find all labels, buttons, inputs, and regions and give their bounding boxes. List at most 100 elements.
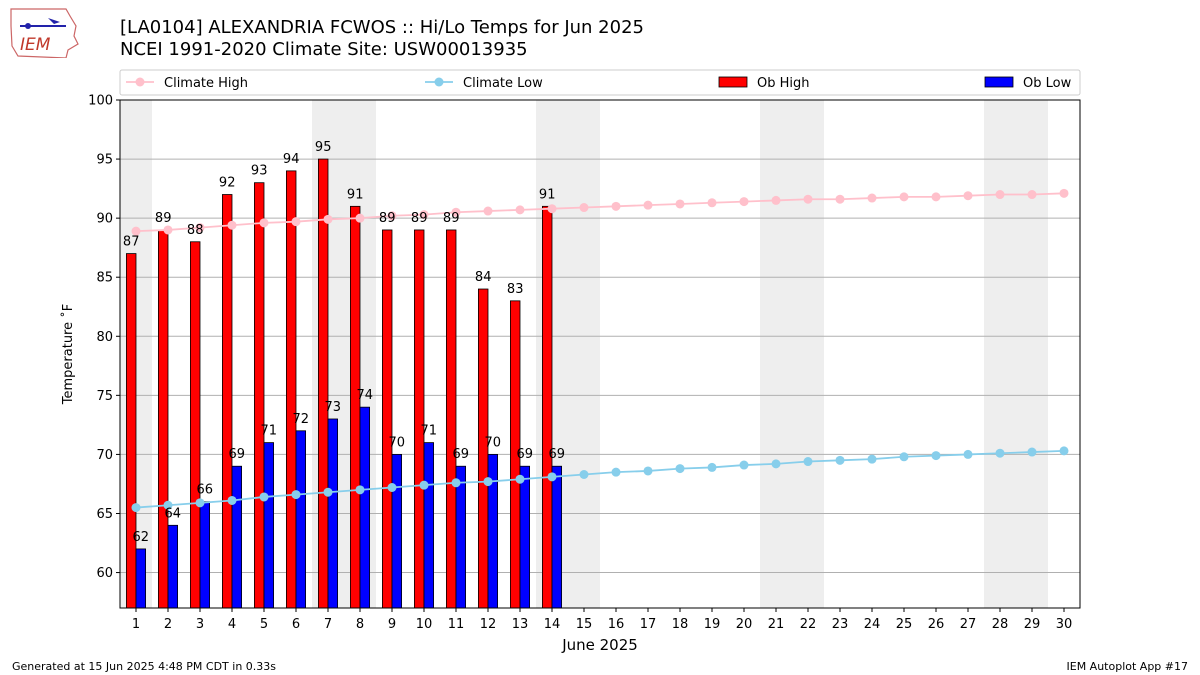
climate-low-point [931, 451, 941, 461]
x-tick-label: 28 [992, 617, 1009, 632]
y-tick-label: 65 [96, 507, 113, 522]
y-tick-label: 95 [96, 153, 113, 168]
climate-high-point [963, 191, 973, 201]
climate-low-point [291, 490, 301, 500]
x-tick-label: 24 [864, 617, 881, 632]
ob-high-label: 89 [411, 211, 428, 226]
weekend-band [984, 100, 1016, 608]
ob-low-bar [455, 465, 467, 609]
app-note: IEM Autoplot App #17 [1066, 660, 1189, 673]
x-tick-label: 3 [196, 617, 204, 632]
climate-low-point [707, 462, 717, 472]
ob-low-bar [423, 442, 435, 609]
climate-low-point [259, 492, 269, 502]
x-tick-label: 1 [132, 617, 140, 632]
climate-high-point [1059, 188, 1069, 198]
ob-low-label: 62 [133, 530, 150, 545]
climate-high-point [483, 206, 493, 216]
climate-high-point [163, 225, 173, 235]
legend: Climate High Climate Low Ob High Ob Low [119, 69, 1081, 96]
ob-high-bar [445, 229, 457, 609]
grid-lines [120, 158, 1080, 574]
climate-high-point [195, 223, 205, 233]
x-tick-label: 25 [896, 617, 913, 632]
climate-low-point [579, 470, 589, 480]
bars [126, 158, 563, 609]
legend-frame [119, 69, 1081, 96]
climate-high-point [355, 213, 365, 223]
legend-ob-high-swatch [718, 76, 748, 88]
ob-low-label: 69 [549, 447, 566, 462]
climate-high-point [931, 192, 941, 202]
climate-high-point [131, 226, 141, 236]
y-tick-label: 85 [96, 271, 113, 286]
climate-low-point [547, 472, 557, 482]
climate-low-point [323, 487, 333, 497]
climate-low-point [355, 485, 365, 495]
y-tick-label: 70 [96, 448, 113, 463]
y-tick-label: 75 [96, 389, 113, 404]
legend-ob-high-label: Ob High [757, 76, 810, 91]
ob-low-label: 70 [389, 435, 406, 450]
climate-high-point [419, 210, 429, 220]
x-tick-label: 23 [832, 617, 849, 632]
climate-low-point [899, 452, 909, 462]
x-tick-label: 10 [416, 617, 433, 632]
climate-low-point [483, 477, 493, 487]
ob-low-bar [391, 454, 403, 609]
x-tick-label: 2 [164, 617, 172, 632]
logo-text: IEM [20, 35, 51, 55]
climate-low-point [163, 500, 173, 510]
climate-high-point [771, 195, 781, 205]
ob-high-label: 93 [251, 164, 268, 179]
climate-high-point [675, 199, 685, 209]
x-tick-label: 20 [736, 617, 753, 632]
ob-high-bar [349, 205, 361, 609]
ob-high-label: 88 [187, 223, 204, 238]
climate-high-point [739, 197, 749, 207]
climate-high-line [135, 192, 1065, 233]
climate-low-point [227, 495, 237, 505]
chart-title: [LA0104] ALEXANDRIA FCWOS :: Hi/Lo Temps… [120, 17, 644, 38]
climate-high-point [451, 207, 461, 217]
x-tick-label: 21 [768, 617, 785, 632]
y-tick-label: 90 [96, 212, 113, 227]
climate-low-point [611, 467, 621, 477]
climate-low-point [1059, 446, 1069, 456]
x-tick-label: 15 [576, 617, 593, 632]
ob-high-label: 94 [283, 152, 300, 167]
ob-high-bar [221, 194, 233, 609]
climate-high-point [227, 220, 237, 230]
plot-frame [119, 99, 1081, 609]
ob-high-bar [253, 182, 265, 609]
climate-low-point [963, 449, 973, 459]
climate-low-line [135, 449, 1065, 509]
climate-low-point [995, 448, 1005, 458]
ob-high-bar [285, 170, 297, 609]
ob-high-bar [381, 229, 393, 609]
climate-low-point [867, 454, 877, 464]
y-tick-label: 100 [88, 94, 113, 109]
ob-high-label: 89 [155, 211, 172, 226]
x-tick-label: 17 [640, 617, 657, 632]
climate-high-point [323, 214, 333, 224]
ob-low-label: 74 [357, 388, 374, 403]
climate-high-point [707, 198, 717, 208]
x-tick-label: 27 [960, 617, 977, 632]
x-tick-label: 9 [388, 617, 396, 632]
climate-high-point [867, 193, 877, 203]
ob-low-bar [167, 524, 179, 609]
x-tick-label: 6 [292, 617, 300, 632]
x-tick-label: 11 [448, 617, 465, 632]
climate-high-point [1027, 190, 1037, 200]
x-tick-label: 30 [1056, 617, 1073, 632]
legend-climate-low-label: Climate Low [463, 76, 543, 91]
legend-climate-high-marker [135, 77, 145, 87]
climate-low-point [131, 503, 141, 513]
weekend-shading [120, 100, 1048, 608]
x-tick-label: 14 [544, 617, 561, 632]
climate-low-point [803, 457, 813, 467]
chart-subtitle: NCEI 1991-2020 Climate Site: USW00013935 [120, 39, 528, 60]
